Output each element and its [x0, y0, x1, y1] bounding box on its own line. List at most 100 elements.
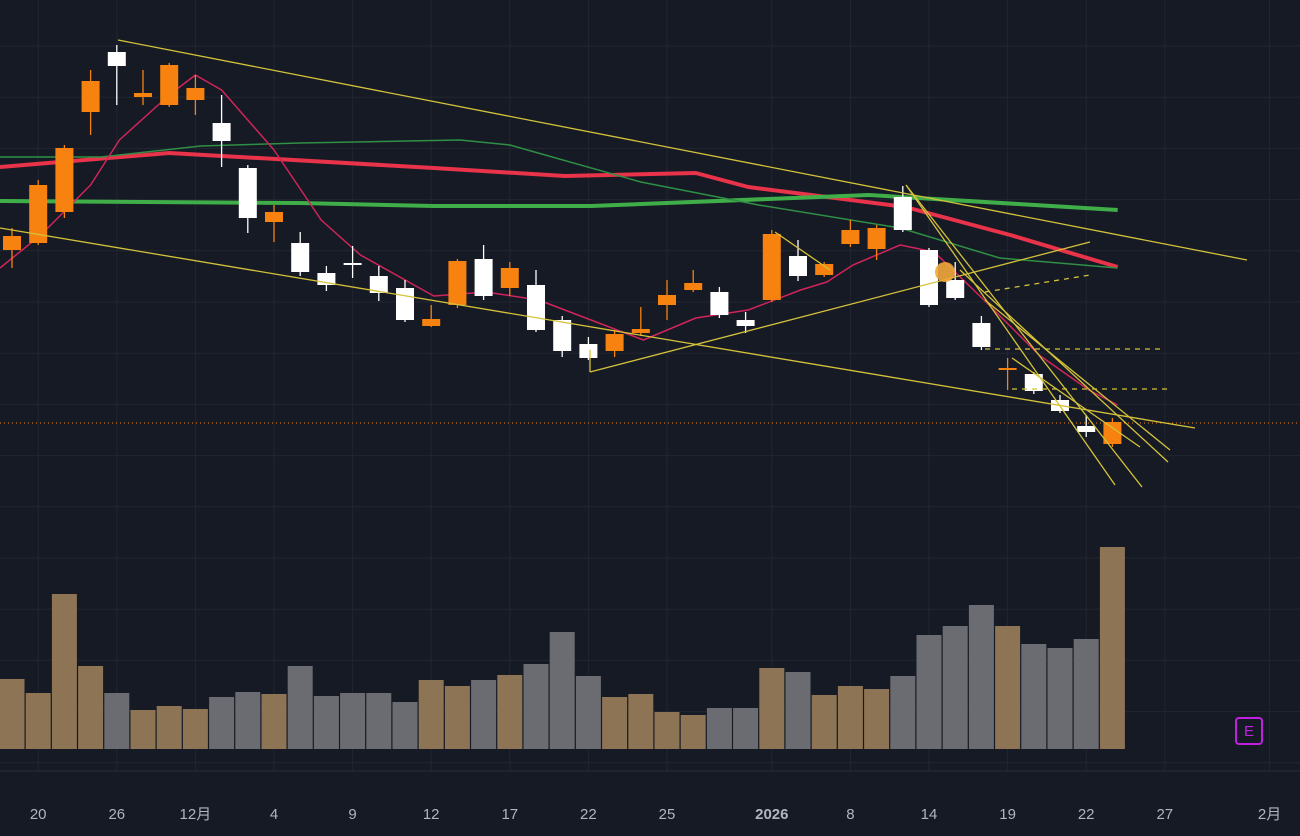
x-tick-label: 8	[846, 806, 854, 823]
candle-body	[553, 320, 572, 351]
candle-body	[946, 280, 965, 298]
volume-bar	[444, 686, 470, 749]
candle-body	[658, 295, 676, 305]
volume-bar	[1099, 547, 1125, 749]
volume-bar	[78, 666, 104, 749]
volume-bar	[392, 702, 418, 749]
trend-line	[774, 231, 831, 271]
candle-body	[789, 256, 807, 276]
candle-body	[500, 268, 519, 288]
volume-bar	[313, 696, 339, 749]
candle-body	[29, 185, 48, 243]
candle-body	[920, 250, 938, 305]
volume-bar	[340, 693, 366, 749]
x-tick-label: 14	[921, 806, 938, 823]
volume-bar	[968, 605, 994, 749]
volume-bar	[104, 693, 130, 749]
candle-body	[291, 243, 310, 272]
candle-body	[396, 288, 414, 320]
volume-bar	[523, 664, 549, 749]
volume-bar	[837, 686, 863, 749]
candle-body	[1103, 422, 1122, 444]
volume-bar	[916, 635, 942, 749]
volume-bar	[287, 666, 313, 749]
candle-body	[815, 264, 834, 275]
moving-average	[0, 151, 1119, 269]
candle-body	[1077, 426, 1096, 432]
trend-line	[1011, 357, 1141, 448]
plot: 20 26 12月 4 9 12 17 22 25 2026 8 14 19 22 27 2月	[0, 45, 1300, 823]
candle-body	[238, 168, 257, 218]
candle-body	[265, 212, 283, 222]
candle-body	[369, 276, 388, 293]
candle-body	[212, 123, 231, 141]
candle-body	[81, 81, 100, 112]
x-tick-label: 26	[108, 806, 125, 823]
candle-body	[710, 292, 729, 315]
x-tick-label: 22	[1078, 806, 1095, 823]
candle-body	[448, 261, 467, 305]
volume-bar	[602, 697, 628, 749]
candle-body	[1024, 374, 1043, 391]
x-tick-label: 17	[501, 806, 518, 823]
candle-body	[3, 236, 21, 250]
volume-bar	[25, 693, 51, 749]
trend-line	[984, 299, 1171, 451]
icon	[935, 262, 955, 282]
candle-body	[422, 319, 441, 326]
trend-line	[905, 184, 1116, 486]
volume-bar	[733, 708, 759, 749]
candle-body	[579, 344, 598, 358]
candle-body	[527, 285, 545, 330]
candle-body	[107, 52, 126, 66]
volume-bar	[785, 672, 811, 749]
trend-line	[0, 227, 1196, 429]
x-tick-label: 25	[659, 806, 676, 823]
volume-bar	[261, 694, 287, 749]
x-tick-label: 4	[270, 806, 278, 823]
volume-bar	[575, 676, 601, 749]
badge-label[interactable]: E	[1244, 723, 1254, 740]
candle-body	[998, 368, 1017, 370]
volume-bar	[1021, 644, 1047, 749]
volume-bar	[209, 697, 235, 749]
x-tick-label: 20	[30, 806, 47, 823]
volume-bar	[130, 710, 156, 749]
volume-bar	[549, 632, 575, 749]
candle-body	[762, 234, 781, 300]
badge[interactable]: E	[1235, 717, 1263, 745]
x-tick-label: 2月	[1258, 806, 1281, 823]
volume-bar	[0, 679, 25, 749]
volume-bar	[680, 715, 706, 749]
trend-line	[959, 269, 1169, 463]
trend-line	[589, 241, 1091, 373]
x-tick-label: 9	[348, 806, 356, 823]
grid	[0, 0, 1300, 771]
x-tick-label: 22	[580, 806, 597, 823]
volume-bar	[628, 694, 654, 749]
trend-lines	[0, 39, 1248, 488]
candle-body	[736, 320, 755, 326]
volume-bar	[890, 676, 916, 749]
volume-bar	[864, 689, 890, 749]
volume-bar	[182, 709, 208, 749]
volume-bar	[235, 692, 261, 749]
volume-bar	[1073, 639, 1099, 749]
x-tick-label: 19	[999, 806, 1016, 823]
candle-body	[841, 230, 860, 244]
volume-bar	[497, 675, 523, 749]
volume-bar	[811, 695, 837, 749]
volume-bar	[759, 668, 785, 749]
candle-body	[474, 259, 493, 296]
trend-line	[905, 184, 1143, 488]
candle-body	[55, 148, 74, 212]
badge-box[interactable]	[1235, 717, 1263, 745]
candle-body	[893, 197, 912, 230]
volume-bar	[418, 680, 444, 749]
candle-body	[867, 228, 886, 249]
volume-bar	[156, 706, 182, 749]
volume-bar	[471, 680, 497, 749]
volume-bar	[1047, 648, 1073, 749]
trend-line	[117, 39, 1248, 261]
